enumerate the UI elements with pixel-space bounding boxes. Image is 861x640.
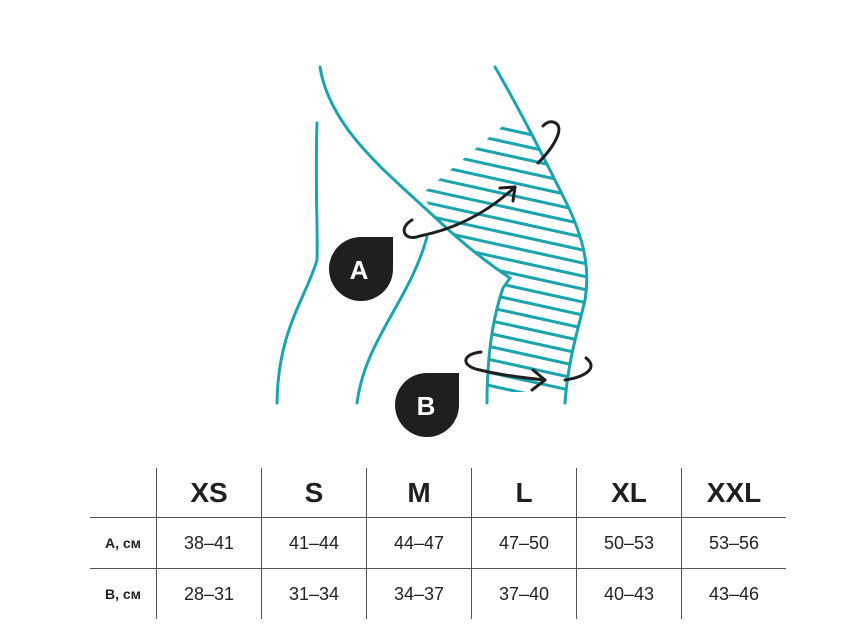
body-measurement-illustration: A B xyxy=(275,65,593,437)
hatch-stripe xyxy=(423,210,587,258)
rotation-arrow-a xyxy=(402,120,561,239)
hatch-stripe xyxy=(423,249,587,297)
table-cell: 50–53 xyxy=(576,517,682,569)
table-cell: 28–31 xyxy=(156,568,262,619)
header-size-l: L xyxy=(471,468,577,518)
hatch-stripe xyxy=(423,124,587,167)
badge-b: B xyxy=(395,373,459,437)
hatch-stripe xyxy=(423,275,587,323)
header-size-xxl: XXL xyxy=(681,468,786,518)
table-cell: 40–43 xyxy=(576,568,682,619)
table-row-b: B, см 28–31 31–34 34–37 37–40 40–43 43–4… xyxy=(90,568,786,619)
badge-a: A xyxy=(329,237,393,301)
belly-inner-line xyxy=(318,65,513,405)
header-size-xl: XL xyxy=(576,468,682,518)
row-label: B, см xyxy=(90,568,157,619)
hatch-stripe xyxy=(423,124,587,154)
hatch-stripe xyxy=(423,288,587,336)
table-cell: 41–44 xyxy=(261,517,367,569)
header-size-m: M xyxy=(366,468,472,518)
table-cell: 34–37 xyxy=(366,568,472,619)
hatch-stripe xyxy=(423,132,587,180)
table-cell: 47–50 xyxy=(471,517,577,569)
rotation-arrow-b xyxy=(464,350,593,392)
leg-front-line xyxy=(355,235,429,405)
table-cell: 43–46 xyxy=(681,568,786,619)
header-corner xyxy=(90,468,157,518)
table-row-a: A, см 38–41 41–44 44–47 47–50 50–53 53–5… xyxy=(90,517,786,569)
table-cell: 53–56 xyxy=(681,517,786,569)
table-cell: 31–34 xyxy=(261,568,367,619)
hatch-stripe xyxy=(423,171,587,219)
header-size-s: S xyxy=(261,468,367,518)
badge-b-label: B xyxy=(417,391,436,421)
hatch-stripe xyxy=(423,327,587,375)
hatch-stripe xyxy=(423,236,587,284)
table-cell: 37–40 xyxy=(471,568,577,619)
header-size-xs: XS xyxy=(156,468,262,518)
table-header-row: XS S M L XL XXL xyxy=(90,468,786,518)
badge-a-label: A xyxy=(350,255,369,285)
hatch-stripe xyxy=(423,158,587,206)
belly-outer-line xyxy=(493,65,589,405)
row-label: A, см xyxy=(90,517,157,569)
hatch-stripe xyxy=(423,197,587,245)
hatch-stripe xyxy=(423,145,587,193)
hatch-stripe xyxy=(423,262,587,310)
table-cell: 38–41 xyxy=(156,517,262,569)
size-chart-table: XS S M L XL XXL A, см 38–41 41–44 44–47 … xyxy=(90,468,786,619)
body-back-line xyxy=(275,121,319,405)
table-cell: 44–47 xyxy=(366,517,472,569)
